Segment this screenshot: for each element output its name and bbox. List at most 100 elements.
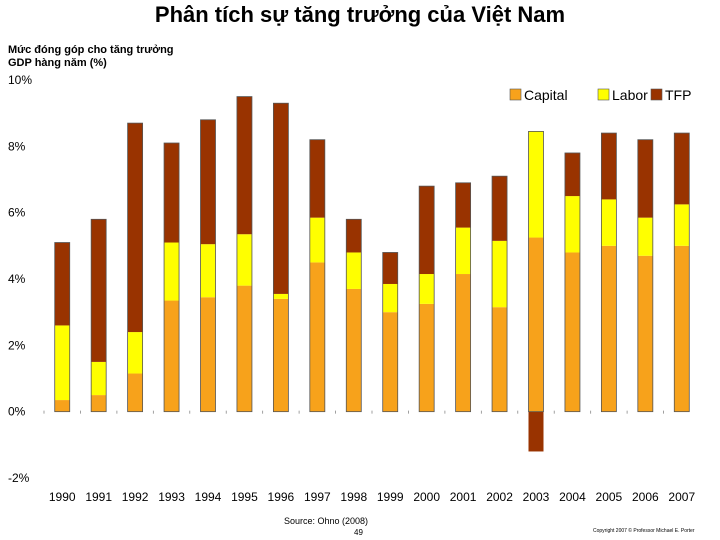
x-tick-label: 2000 <box>413 490 440 504</box>
bar-outline-1991 <box>90 218 107 413</box>
legend-label-capital: Capital <box>524 87 568 103</box>
bar-segment-labor-2002 <box>492 240 508 308</box>
bar-outline-2007 <box>673 132 690 413</box>
bar-segment-labor-1994 <box>200 244 216 298</box>
bar-segment-tfp-1993 <box>164 143 180 243</box>
legend-label-labor: Labor <box>612 87 648 103</box>
copyright-note: Copyright 2007 © Professor Michael E. Po… <box>593 528 695 534</box>
x-tick-label: 2002 <box>486 490 513 504</box>
legend-swatch-labor <box>597 88 610 101</box>
bar-segment-labor-2007 <box>674 204 690 246</box>
stacked-bar-chart: 10%8%6%4%2%0%-2% 1990 1991 1992 1993 1994 199… <box>8 73 695 504</box>
bar-outline-2001 <box>455 182 472 413</box>
bar-segment-labor-1998 <box>346 252 362 289</box>
x-tick-label: 2005 <box>596 490 623 504</box>
y-axis: 10% 8% 6% 4% 2% 0% -2% <box>8 73 32 485</box>
bar-outline-2003 <box>528 131 544 413</box>
bar-segment-capital-1999 <box>382 312 398 412</box>
bar-segment-capital-2002 <box>492 307 508 412</box>
bar-outline-1990 <box>54 242 71 413</box>
bar-segment-tfp-1991 <box>91 219 107 362</box>
x-tick-label: 1994 <box>195 490 222 504</box>
bar-segment-labor-2006 <box>637 217 653 256</box>
bar-segment-tfp-1999 <box>382 252 398 284</box>
bar-segment-tfp-1992 <box>127 123 143 333</box>
bar-segment-tfp-2004 <box>564 152 580 197</box>
bar-segment-labor-2005 <box>601 199 617 246</box>
legend-swatch-tfp <box>650 88 663 101</box>
bar-segment-capital-2000 <box>419 303 435 412</box>
bar-segment-capital-2004 <box>564 252 580 412</box>
bar-segment-capital-2001 <box>455 274 471 412</box>
y-tick-label: 6% <box>8 206 26 220</box>
bar-segment-tfp-1994 <box>200 119 216 245</box>
x-tick-label: 1990 <box>49 490 76 504</box>
y-tick-label: 8% <box>8 139 26 153</box>
bar-segment-labor-2003 <box>528 131 544 238</box>
y-axis-label: Mức đóng góp cho tăng trưởng GDP hàng nă… <box>8 44 174 69</box>
bar-segment-capital-1992 <box>127 373 143 412</box>
bar-segment-tfp-2005 <box>601 133 617 200</box>
legend-label-tfp: TFP <box>665 87 691 103</box>
bar-segment-capital-1996 <box>273 298 289 412</box>
bar-segment-tfp-2007 <box>674 133 690 205</box>
bar-segment-labor-1993 <box>164 242 180 301</box>
bar-segment-tfp-1998 <box>346 219 362 253</box>
x-tick-label: 1998 <box>340 490 367 504</box>
bar-outline-1993 <box>163 142 180 413</box>
bar-segment-tfp-2006 <box>637 139 653 218</box>
bar-segment-capital-2006 <box>637 255 653 412</box>
bar-segment-labor-1995 <box>236 234 252 286</box>
bar-segment-tfp-2003 <box>528 411 544 452</box>
bar-outline-1999 <box>382 252 399 413</box>
bar-segment-capital-1994 <box>200 297 216 412</box>
page-number: 49 <box>354 528 363 537</box>
bar-segment-tfp-2000 <box>419 186 435 275</box>
bar-segment-capital-1998 <box>346 288 362 412</box>
bar-outline-2005 <box>600 132 617 413</box>
x-tick-label: 1991 <box>85 490 112 504</box>
bar-outline-2000 <box>418 185 435 413</box>
chart-title: Phân tích sự tăng trưởng của Việt Nam <box>154 2 566 27</box>
bar-segment-tfp-1995 <box>236 96 252 235</box>
bar-outline-2006 <box>637 139 654 413</box>
bar-segment-tfp-2001 <box>455 182 471 228</box>
bar-segment-capital-1997 <box>309 262 325 412</box>
y-tick-label: 10% <box>8 73 32 87</box>
source-note: Source: Ohno (2008) <box>284 516 369 526</box>
bar-outline-1994 <box>200 119 216 413</box>
y-tick-label: 2% <box>8 338 26 352</box>
bar-outline-1998 <box>345 218 362 413</box>
bar-segment-labor-2000 <box>419 274 435 304</box>
bar-outline-2004 <box>564 152 581 413</box>
y-tick-label: 0% <box>8 405 26 419</box>
bar-segment-capital-2007 <box>674 245 690 412</box>
bar-segment-tfp-2002 <box>492 176 508 241</box>
legend-swatch-capital <box>509 88 522 101</box>
bar-segment-capital-2003 <box>528 237 544 412</box>
x-tick-label: 1996 <box>268 490 295 504</box>
x-tick-label: 2006 <box>632 490 659 504</box>
bar-segment-labor-1996 <box>273 293 289 299</box>
x-tick-label: 1992 <box>122 490 149 504</box>
x-tick-label: 1997 <box>304 490 331 504</box>
bar-segment-labor-2001 <box>455 227 471 275</box>
x-tick-label: 2001 <box>450 490 477 504</box>
bar-segment-capital-1991 <box>91 395 107 412</box>
bar-segment-labor-1997 <box>309 217 325 263</box>
bar-outline-1997 <box>309 139 326 413</box>
x-axis: 1990 1991 1992 1993 1994 1995 1996 1997 1998 1999… <box>43 410 695 504</box>
bar-segment-capital-2005 <box>601 245 617 412</box>
bar-segment-capital-1995 <box>236 285 252 412</box>
x-tick-label: 2004 <box>559 490 586 504</box>
bar-outline-2002 <box>491 175 508 413</box>
x-tick-label: 1999 <box>377 490 404 504</box>
bar-segment-labor-1991 <box>91 361 107 396</box>
bar-segment-capital-1990 <box>54 400 70 412</box>
x-tick-label: 1993 <box>158 490 185 504</box>
bar-segment-capital-1993 <box>164 300 180 412</box>
bar-segment-labor-2004 <box>564 196 580 253</box>
x-tick-label: 1995 <box>231 490 258 504</box>
y-tick-label: 4% <box>8 272 26 286</box>
bar-outline-1992 <box>127 122 144 413</box>
